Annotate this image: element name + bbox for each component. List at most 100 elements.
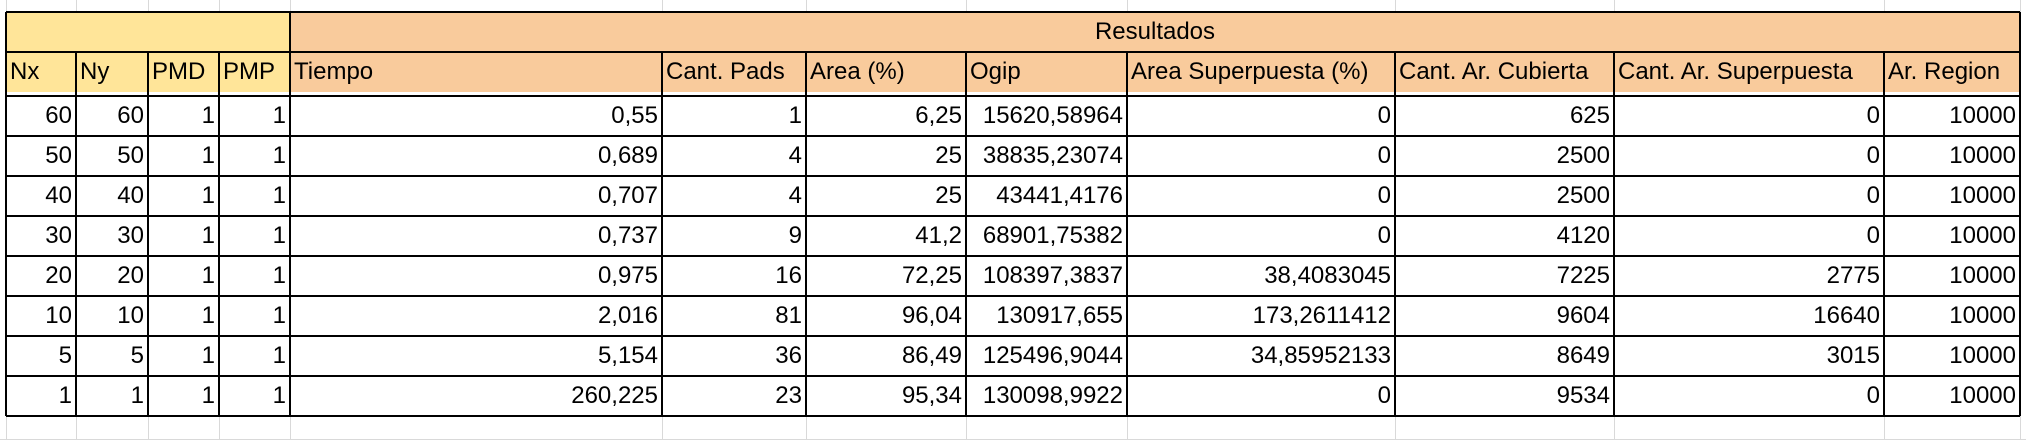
table-cell[interactable]: 23 [775, 382, 802, 409]
table-cell[interactable]: 38,4083045 [1264, 262, 1391, 289]
column-header-pmp[interactable]: PMP [219, 52, 290, 92]
table-cell[interactable]: 0 [1866, 182, 1880, 209]
table-cell[interactable]: 130098,9922 [982, 382, 1123, 409]
table-cell[interactable]: 1 [130, 382, 144, 409]
table-cell[interactable]: 2500 [1556, 142, 1610, 169]
table-cell[interactable]: 10000 [1949, 382, 2016, 409]
table-cell[interactable]: 16 [775, 262, 802, 289]
table-cell[interactable]: 15620,58964 [982, 102, 1123, 129]
table-cell[interactable]: 125496,9044 [982, 342, 1123, 369]
table-cell[interactable]: 10000 [1949, 142, 2016, 169]
table-cell[interactable]: 60 [117, 102, 144, 129]
table-cell[interactable]: 0 [1866, 222, 1880, 249]
table-cell[interactable]: 20 [45, 262, 72, 289]
table-cell[interactable]: 1 [201, 222, 215, 249]
table-cell[interactable]: 1 [272, 182, 286, 209]
column-header-tiempo[interactable]: Tiempo [290, 52, 662, 92]
table-cell[interactable]: 0,55 [611, 102, 658, 129]
table-cell[interactable]: 1 [201, 302, 215, 329]
table-cell[interactable]: 1 [201, 262, 215, 289]
table-cell[interactable]: 1 [201, 342, 215, 369]
table-cell[interactable]: 1 [788, 102, 802, 129]
table-cell[interactable]: 9604 [1556, 302, 1610, 329]
column-header-area[interactable]: Area (%) [806, 52, 966, 92]
table-cell[interactable]: 173,2611412 [1252, 302, 1391, 329]
column-header-area-superpuesta[interactable]: Area Superpuesta (%) [1127, 52, 1395, 92]
table-cell[interactable]: 6,25 [915, 102, 962, 129]
table-cell[interactable]: 68901,75382 [982, 222, 1123, 249]
table-cell[interactable]: 0,975 [597, 262, 658, 289]
table-cell[interactable]: 30 [45, 222, 72, 249]
table-cell[interactable]: 4120 [1556, 222, 1610, 249]
table-cell[interactable]: 60 [45, 102, 72, 129]
table-cell[interactable]: 0 [1377, 382, 1391, 409]
column-header-ogip[interactable]: Ogip [966, 52, 1127, 92]
table-cell[interactable]: 1 [201, 382, 215, 409]
table-cell[interactable]: 9 [788, 222, 802, 249]
table-cell[interactable]: 25 [935, 142, 962, 169]
table-cell[interactable]: 0 [1377, 102, 1391, 129]
column-header-ny[interactable]: Ny [76, 52, 148, 92]
table-cell[interactable]: 36 [775, 342, 802, 369]
table-cell[interactable]: 10000 [1949, 102, 2016, 129]
column-header-ar-region[interactable]: Ar. Region [1884, 52, 2020, 92]
table-cell[interactable]: 34,85952133 [1250, 342, 1391, 369]
table-cell[interactable]: 0 [1866, 102, 1880, 129]
table-cell[interactable]: 1 [201, 142, 215, 169]
table-cell[interactable]: 16640 [1813, 302, 1880, 329]
table-cell[interactable]: 20 [117, 262, 144, 289]
table-cell[interactable]: 130917,655 [996, 302, 1123, 329]
table-cell[interactable]: 1 [58, 382, 72, 409]
table-cell[interactable]: 1 [272, 302, 286, 329]
table-cell[interactable]: 1 [272, 102, 286, 129]
table-cell[interactable]: 108397,3837 [982, 262, 1123, 289]
table-cell[interactable]: 10000 [1949, 342, 2016, 369]
table-cell[interactable]: 40 [117, 182, 144, 209]
column-header-cant-ar-cubierta[interactable]: Cant. Ar. Cubierta [1395, 52, 1614, 92]
table-cell[interactable]: 5,154 [597, 342, 658, 369]
table-cell[interactable]: 1 [272, 342, 286, 369]
table-cell[interactable]: 0 [1377, 222, 1391, 249]
table-cell[interactable]: 10000 [1949, 222, 2016, 249]
table-cell[interactable]: 0 [1377, 182, 1391, 209]
table-cell[interactable]: 3015 [1826, 342, 1880, 369]
table-cell[interactable]: 10000 [1949, 182, 2016, 209]
table-cell[interactable]: 1 [272, 382, 286, 409]
table-cell[interactable]: 2,016 [597, 302, 658, 329]
table-cell[interactable]: 5 [130, 342, 144, 369]
table-cell[interactable]: 72,25 [901, 262, 962, 289]
table-cell[interactable]: 1 [272, 222, 286, 249]
table-cell[interactable]: 96,04 [901, 302, 962, 329]
table-cell[interactable]: 50 [117, 142, 144, 169]
table-cell[interactable]: 10000 [1949, 302, 2016, 329]
input-params-header-band[interactable] [6, 12, 290, 52]
column-header-pmd[interactable]: PMD [148, 52, 219, 92]
table-cell[interactable]: 0 [1377, 142, 1391, 169]
table-cell[interactable]: 1 [201, 102, 215, 129]
table-cell[interactable]: 86,49 [901, 342, 962, 369]
table-cell[interactable]: 5 [58, 342, 72, 369]
table-cell[interactable]: 8649 [1556, 342, 1610, 369]
table-cell[interactable]: 40 [45, 182, 72, 209]
table-cell[interactable]: 1 [272, 142, 286, 169]
table-cell[interactable]: 4 [788, 182, 802, 209]
column-header-cant-ar-superpuesta[interactable]: Cant. Ar. Superpuesta [1614, 52, 1884, 92]
table-cell[interactable]: 38835,23074 [982, 142, 1123, 169]
table-cell[interactable]: 7225 [1556, 262, 1610, 289]
table-cell[interactable]: 0 [1866, 382, 1880, 409]
column-header-nx[interactable]: Nx [6, 52, 76, 92]
table-cell[interactable]: 0,707 [597, 182, 658, 209]
table-cell[interactable]: 2500 [1556, 182, 1610, 209]
table-cell[interactable]: 10 [45, 302, 72, 329]
table-cell[interactable]: 625 [1569, 102, 1610, 129]
table-cell[interactable]: 1 [272, 262, 286, 289]
resultados-group-header[interactable]: Resultados [290, 12, 2020, 52]
table-cell[interactable]: 30 [117, 222, 144, 249]
table-cell[interactable]: 0,737 [597, 222, 658, 249]
table-cell[interactable]: 4 [788, 142, 802, 169]
table-cell[interactable]: 0,689 [597, 142, 658, 169]
table-cell[interactable]: 2775 [1826, 262, 1880, 289]
table-cell[interactable]: 260,225 [571, 382, 658, 409]
table-cell[interactable]: 50 [45, 142, 72, 169]
table-cell[interactable]: 9534 [1556, 382, 1610, 409]
